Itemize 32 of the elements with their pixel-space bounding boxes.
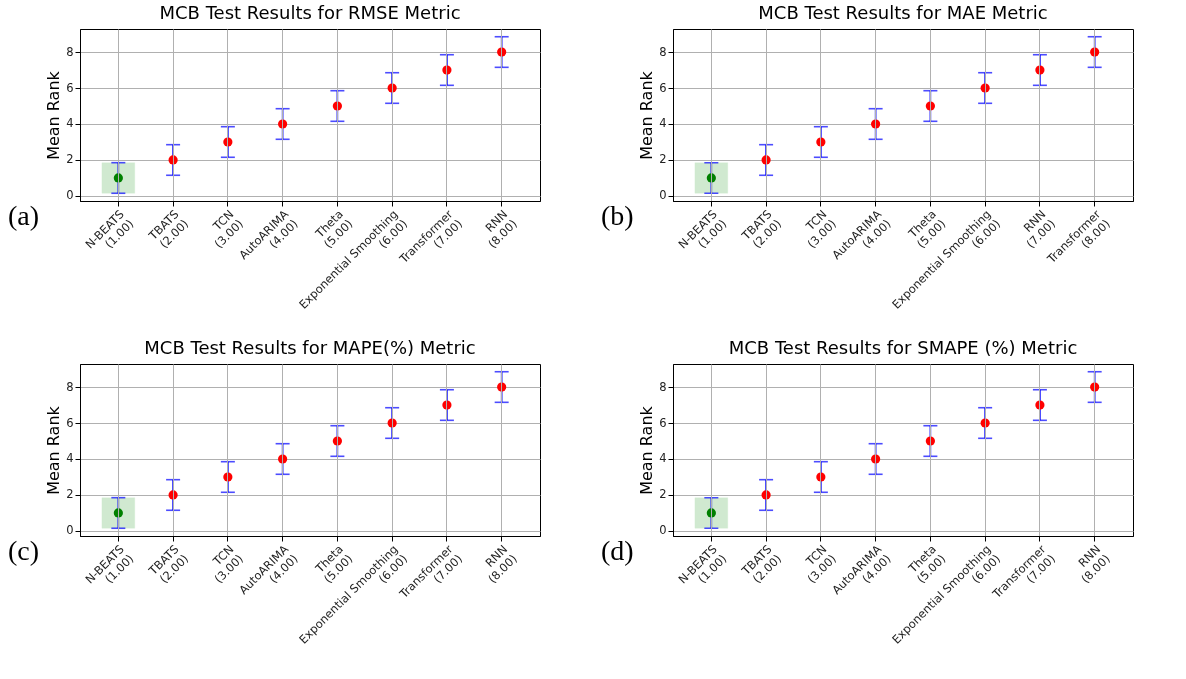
- y-axis-title: Mean Rank: [637, 70, 657, 160]
- y-axis-title: Mean Rank: [637, 405, 657, 495]
- y-tick-label: 4: [66, 116, 74, 131]
- chart-title: MCB Test Results for RMSE Metric: [159, 2, 461, 23]
- text: (a): [8, 200, 40, 232]
- y-tick-label: 8: [659, 44, 667, 59]
- y-tick-label: 0: [66, 188, 74, 203]
- text: (c): [8, 535, 40, 567]
- y-tick-label: 8: [66, 44, 74, 59]
- y-axis-title: Mean Rank: [44, 405, 64, 495]
- y-tick-label: 8: [66, 379, 74, 394]
- y-tick-label: 8: [659, 379, 667, 394]
- y-tick-label: 0: [66, 523, 74, 538]
- y-tick-label: 6: [66, 415, 74, 430]
- chart-title: MCB Test Results for SMAPE (%) Metric: [728, 337, 1078, 358]
- y-tick-label: 2: [66, 152, 74, 167]
- y-tick-label: 6: [66, 80, 74, 95]
- y-tick-label: 2: [659, 152, 667, 167]
- chart-title: MCB Test Results for MAPE(%) Metric: [144, 337, 476, 358]
- text: (b): [601, 200, 634, 232]
- text: (d): [601, 535, 634, 567]
- y-tick-label: 4: [659, 116, 667, 131]
- chart-title: MCB Test Results for MAE Metric: [758, 2, 1048, 23]
- y-tick-label: 0: [659, 188, 667, 203]
- y-axis-title: Mean Rank: [44, 70, 64, 160]
- y-tick-label: 2: [66, 487, 74, 502]
- y-tick-label: 2: [659, 487, 667, 502]
- y-tick-label: 4: [659, 451, 667, 466]
- y-tick-label: 6: [659, 415, 667, 430]
- y-tick-label: 6: [659, 80, 667, 95]
- y-tick-label: 0: [659, 523, 667, 538]
- y-tick-label: 4: [66, 451, 74, 466]
